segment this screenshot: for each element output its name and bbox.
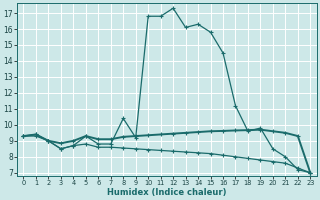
X-axis label: Humidex (Indice chaleur): Humidex (Indice chaleur) [107, 188, 227, 197]
